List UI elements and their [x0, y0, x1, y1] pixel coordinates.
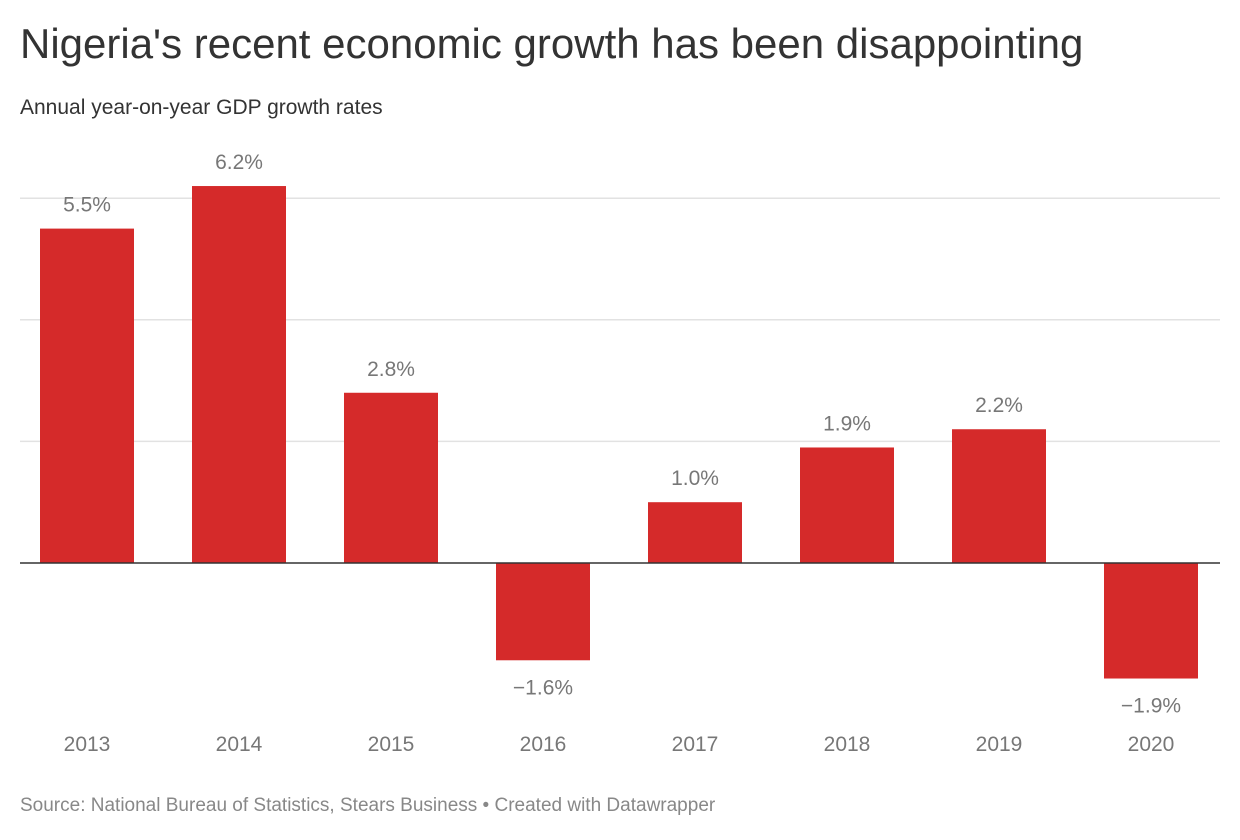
bar-2019: [952, 429, 1046, 563]
data-label: 1.0%: [671, 467, 719, 490]
bar-2018: [800, 447, 894, 563]
bar-2015: [344, 392, 438, 563]
data-label: 1.9%: [823, 412, 871, 435]
x-tick-label: 2014: [216, 733, 263, 756]
chart-subtitle: Annual year-on-year GDP growth rates: [20, 96, 383, 119]
x-tick-label: 2017: [672, 733, 719, 756]
bar-2017: [648, 502, 742, 563]
data-label: −1.6%: [513, 676, 573, 699]
chart-title: Nigeria's recent economic growth has bee…: [20, 20, 1084, 67]
data-label: −1.9%: [1121, 695, 1181, 718]
x-tick-label: 2015: [368, 733, 415, 756]
data-label: 5.5%: [63, 194, 111, 217]
x-tick-label: 2016: [520, 733, 567, 756]
data-label: 2.2%: [975, 394, 1023, 417]
bar-2020: [1104, 563, 1198, 679]
data-label: 6.2%: [215, 151, 263, 174]
x-tick-label: 2019: [976, 733, 1023, 756]
bar-2016: [496, 563, 590, 661]
bar-2013: [40, 228, 134, 563]
x-tick-label: 2013: [64, 733, 111, 756]
bar-2014: [192, 186, 286, 564]
data-label: 2.8%: [367, 358, 415, 381]
source-note: Source: National Bureau of Statistics, S…: [20, 795, 716, 816]
x-tick-label: 2018: [824, 733, 871, 756]
x-tick-label: 2020: [1128, 733, 1175, 756]
bar-chart: 5.5% 2013 6.2% 2014 2.8% 2015 −1.6% 2016 1.0% 201…: [20, 151, 1220, 756]
